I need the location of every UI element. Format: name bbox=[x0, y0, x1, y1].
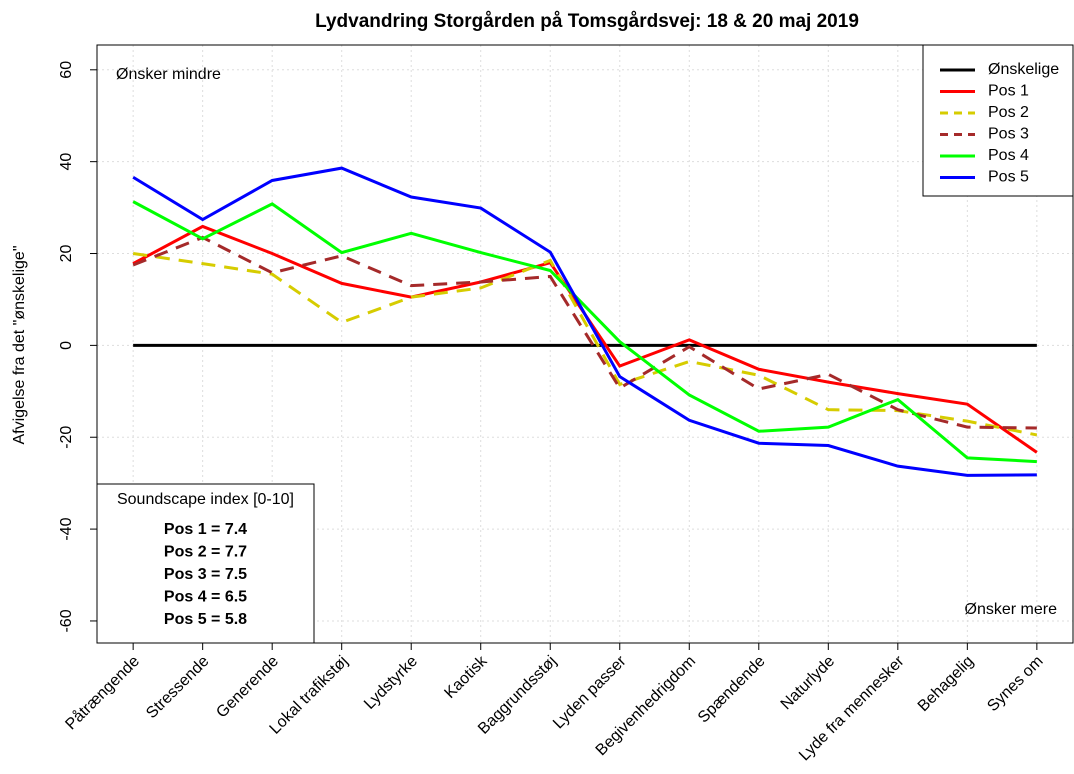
chart-title: Lydvandring Storgården på Tomsgårdsvej: … bbox=[315, 11, 859, 32]
index-title: Soundscape index [0-10] bbox=[117, 491, 294, 508]
index-line: Pos 3 = 7.5 bbox=[164, 566, 247, 583]
data-line bbox=[132, 166, 1037, 477]
data-line bbox=[132, 200, 1037, 464]
x-tick-label: Generende bbox=[213, 653, 282, 722]
y-tick-label: -60 bbox=[58, 609, 75, 632]
index-line: Pos 5 = 5.8 bbox=[164, 611, 247, 628]
legend-label: Pos 1 bbox=[988, 83, 1029, 100]
legend-label: Ønskelige bbox=[988, 61, 1059, 78]
x-tick-label: Påtrængende bbox=[62, 652, 143, 733]
data-line bbox=[132, 252, 1038, 437]
index-box bbox=[96, 483, 315, 644]
data-line bbox=[132, 224, 1038, 454]
plot-frame bbox=[96, 44, 1074, 644]
index-line: Pos 1 = 7.4 bbox=[164, 521, 247, 538]
index-line: Pos 2 = 7.7 bbox=[164, 544, 247, 561]
legend-label: Pos 4 bbox=[988, 147, 1029, 164]
x-tick-label: Stressende bbox=[143, 653, 212, 722]
annotation: Ønsker mere bbox=[965, 601, 1058, 618]
x-tick-label: Spændende bbox=[695, 653, 769, 727]
x-tick-label: Kaotisk bbox=[441, 652, 491, 702]
x-tick-label: Synes om bbox=[984, 653, 1046, 715]
x-tick-label: Naturlyde bbox=[778, 653, 839, 714]
x-tick-label: Lydstyrke bbox=[361, 653, 421, 713]
index-line: Pos 4 = 6.5 bbox=[164, 589, 247, 606]
y-tick-label: 60 bbox=[58, 61, 75, 79]
y-tick-label: 20 bbox=[58, 245, 75, 263]
y-tick-label: -40 bbox=[58, 517, 75, 540]
data-line bbox=[132, 235, 1037, 430]
legend-label: Pos 3 bbox=[988, 126, 1029, 143]
x-tick-label: Lyden passer bbox=[550, 652, 630, 732]
legend-label: Pos 5 bbox=[988, 169, 1029, 186]
y-tick-label: 0 bbox=[58, 341, 75, 350]
y-tick-label: -20 bbox=[58, 426, 75, 449]
y-axis-label: Afvigelse fra det "ønskelige" bbox=[11, 245, 28, 444]
x-tick-label: Behagelig bbox=[915, 653, 977, 715]
y-tick-label: 40 bbox=[58, 153, 75, 171]
legend-label: Pos 2 bbox=[988, 104, 1029, 121]
annotation: Ønsker mindre bbox=[116, 66, 221, 83]
